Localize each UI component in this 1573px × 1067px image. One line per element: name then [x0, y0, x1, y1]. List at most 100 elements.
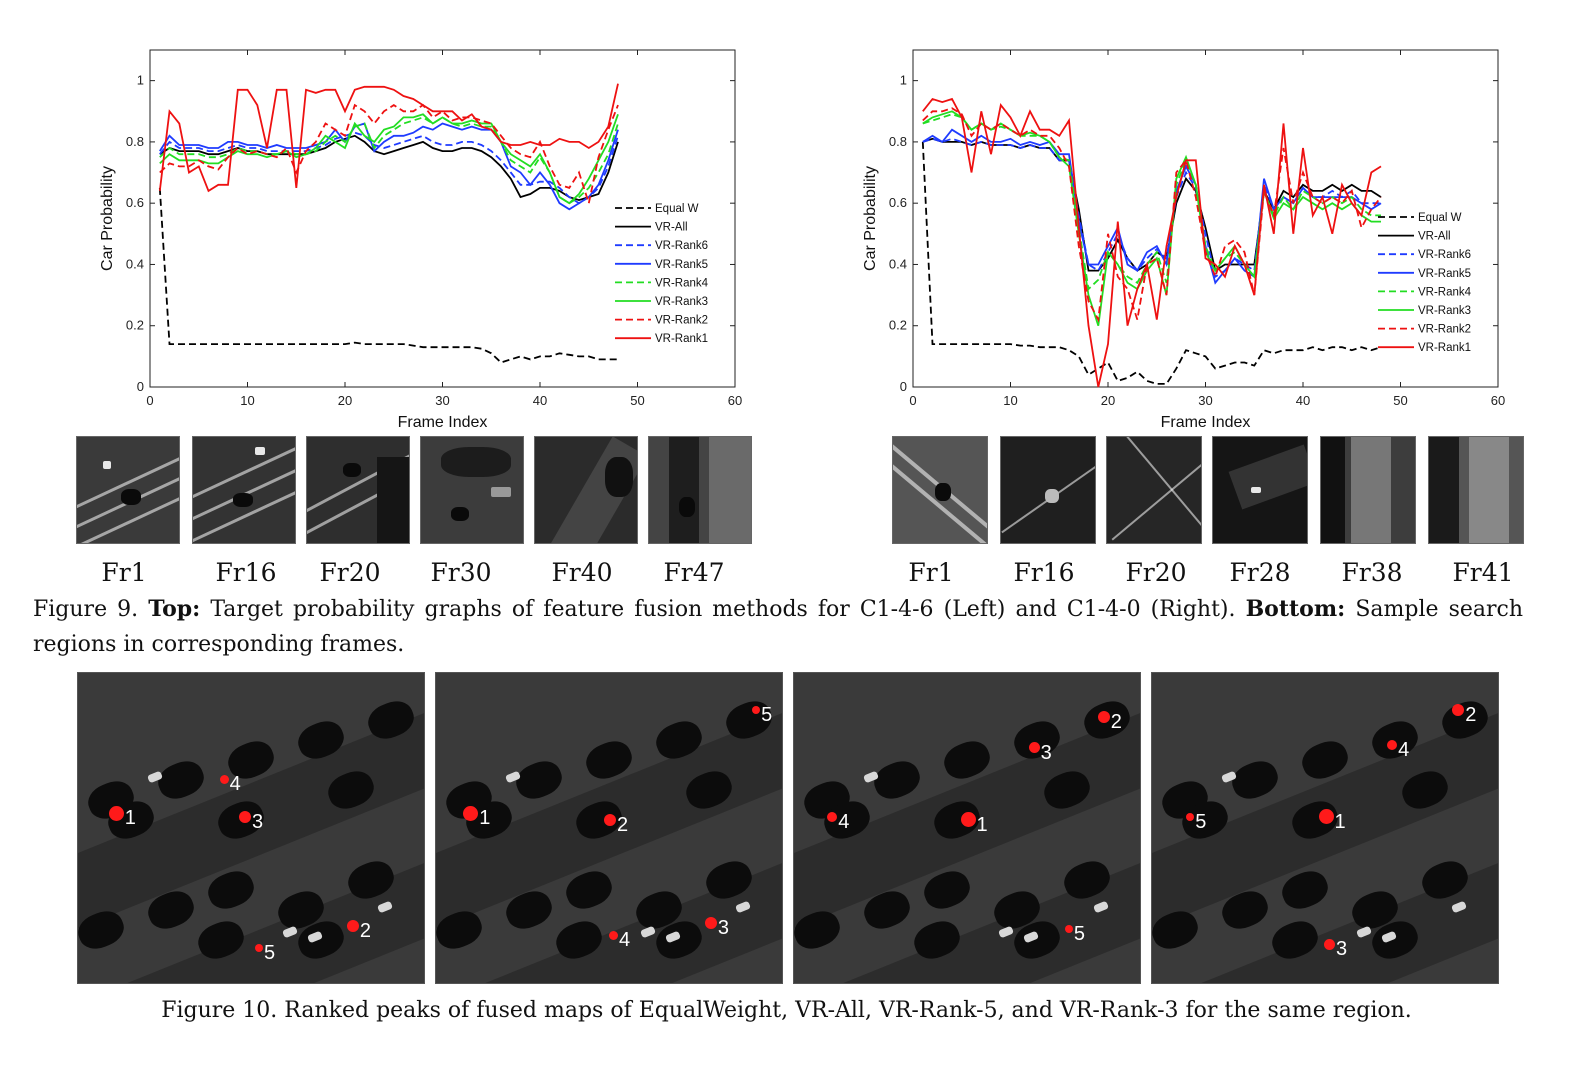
peak-rank-label: 2: [617, 813, 629, 836]
frame-label: Fr1: [101, 558, 147, 587]
series-line-vr-rank2: [922, 107, 1382, 323]
frame-label: Fr41: [1452, 558, 1514, 587]
thumbnail-image: [892, 436, 988, 544]
y-tick-label: 0.8: [126, 134, 144, 149]
chart-left: 0 10 20 30 40 50 60 0 0.2 0.4 0.6 0.8 1 Frame Index Ca…: [99, 49, 742, 430]
thumbnail-image: [534, 436, 638, 544]
legend-entry: VR-Rank1: [655, 333, 708, 345]
series-line-equal-w: [158, 187, 618, 364]
series-line-vr-rank5: [922, 128, 1382, 285]
thumbnail-image: [306, 436, 410, 544]
y-tick-label: 0.2: [889, 318, 907, 333]
y-tick-label: 0.4: [889, 256, 907, 271]
peak-rank-label: 5: [1073, 922, 1086, 945]
frame-label: Fr28: [1229, 558, 1291, 587]
series-line-vr-rank1: [922, 97, 1382, 388]
y-tick-label: 0.6: [126, 195, 144, 210]
peak-marker: [1452, 704, 1465, 717]
peak-marker: [1097, 710, 1110, 723]
legend-entry: VR-Rank6: [655, 240, 708, 252]
peak-rank-label: 4: [1398, 738, 1410, 761]
caption-prefix: Figure 9.: [33, 597, 139, 622]
series-line-vr-rank6: [159, 131, 619, 205]
car-blob: [153, 755, 209, 805]
series-line-vr-rank4: [922, 113, 1381, 291]
series-line-vr-rank4: [159, 116, 619, 205]
frame-label: Fr16: [1013, 558, 1075, 587]
legend-entry: VR-Rank4: [655, 277, 709, 289]
peak-rank-label: 4: [838, 810, 850, 833]
thumbnail-image: [1428, 436, 1524, 544]
legend-entry: VR-All: [1418, 231, 1451, 243]
frame-label: Fr20: [319, 558, 381, 587]
y-tick-label: 0.2: [126, 318, 144, 333]
x-tick-label: 30: [1198, 393, 1212, 408]
figure-10-caption: Figure 10. Ranked peaks of fused maps of…: [161, 998, 1412, 1023]
thumbnail-image: [1000, 436, 1096, 544]
peak-marker: [108, 805, 124, 821]
y-axis-label: Car Probability: [862, 166, 879, 271]
peaks-panel-vr-rank-3: 1 2 3 4 5: [1151, 672, 1499, 984]
y-tick-label: 0.6: [889, 195, 907, 210]
y-tick-label: 0.4: [126, 256, 144, 271]
peak-rank-label: 1: [976, 813, 988, 836]
x-tick-label: 40: [1296, 393, 1310, 408]
peak-marker: [239, 810, 252, 823]
legend-entry: VR-Rank2: [1418, 324, 1471, 336]
peak-marker: [219, 774, 229, 784]
legend-entry: VR-Rank5: [655, 259, 708, 271]
x-tick-label: 20: [1101, 393, 1115, 408]
series-line-vr-rank5: [159, 122, 619, 211]
peak-rank-label: 3: [717, 916, 730, 939]
peak-marker: [254, 943, 263, 952]
x-tick-label: 10: [1003, 393, 1017, 408]
thumbnail-image: [76, 436, 180, 544]
thumbnail-image: [1212, 436, 1308, 544]
thumbnail-image: [420, 436, 524, 544]
peak-rank-label: 1: [124, 807, 136, 830]
x-tick-label: 20: [338, 393, 352, 408]
legend-entry: VR-Rank3: [655, 296, 708, 308]
series-line-vr-rank1: [158, 83, 619, 193]
peak-marker: [463, 805, 479, 821]
peak-rank-label: 3: [1335, 938, 1348, 961]
car-blob: [1227, 755, 1283, 805]
legend-entry: VR-Rank6: [1418, 249, 1471, 261]
peak-rank-label: 3: [1040, 741, 1052, 764]
peak-rank-label: 1: [1334, 810, 1346, 833]
frame-label: Fr40: [551, 558, 613, 587]
x-tick-label: 50: [1393, 393, 1407, 408]
legend-entry: VR-Rank4: [1418, 286, 1472, 298]
x-tick-label: 10: [240, 393, 254, 408]
thumbnail-image: [648, 436, 752, 544]
x-axis-label: Frame Index: [1161, 414, 1251, 430]
y-tick-label: 1: [900, 73, 907, 88]
thumbnail-image: [1106, 436, 1202, 544]
legend-entry: VR-Rank5: [1418, 268, 1471, 280]
caption-bottom-text: Sample search regions in corresponding f…: [33, 597, 1524, 657]
car-blob: [511, 755, 567, 805]
peak-rank-label: 4: [229, 773, 241, 796]
legend-entry: VR-Rank2: [655, 315, 708, 327]
legend-entry: Equal W: [1418, 212, 1462, 224]
figure-9-caption: Figure 9. Top: Target probability graphs…: [33, 592, 1523, 662]
car-blob: [869, 755, 925, 805]
peak-marker: [752, 706, 761, 715]
peak-rank-label: 2: [359, 919, 372, 942]
peaks-panel-vr-rank-5: 1 2 3 4 5: [793, 672, 1141, 984]
peak-marker: [346, 919, 359, 932]
thumbnail-image: [1320, 436, 1416, 544]
peak-rank-label: 4: [618, 929, 631, 952]
plot-frame: [149, 49, 736, 388]
y-tick-label: 0.8: [889, 134, 907, 149]
peak-marker: [608, 930, 618, 940]
frame-label: Fr1: [908, 558, 954, 587]
frame-label: Fr30: [430, 558, 492, 587]
frame-label: Fr20: [1125, 558, 1187, 587]
peak-marker: [604, 813, 616, 826]
x-tick-label: 0: [909, 393, 916, 408]
legend-entry: Equal W: [655, 203, 699, 215]
x-tick-label: 0: [146, 393, 153, 408]
peak-rank-label: 2: [1465, 704, 1477, 727]
